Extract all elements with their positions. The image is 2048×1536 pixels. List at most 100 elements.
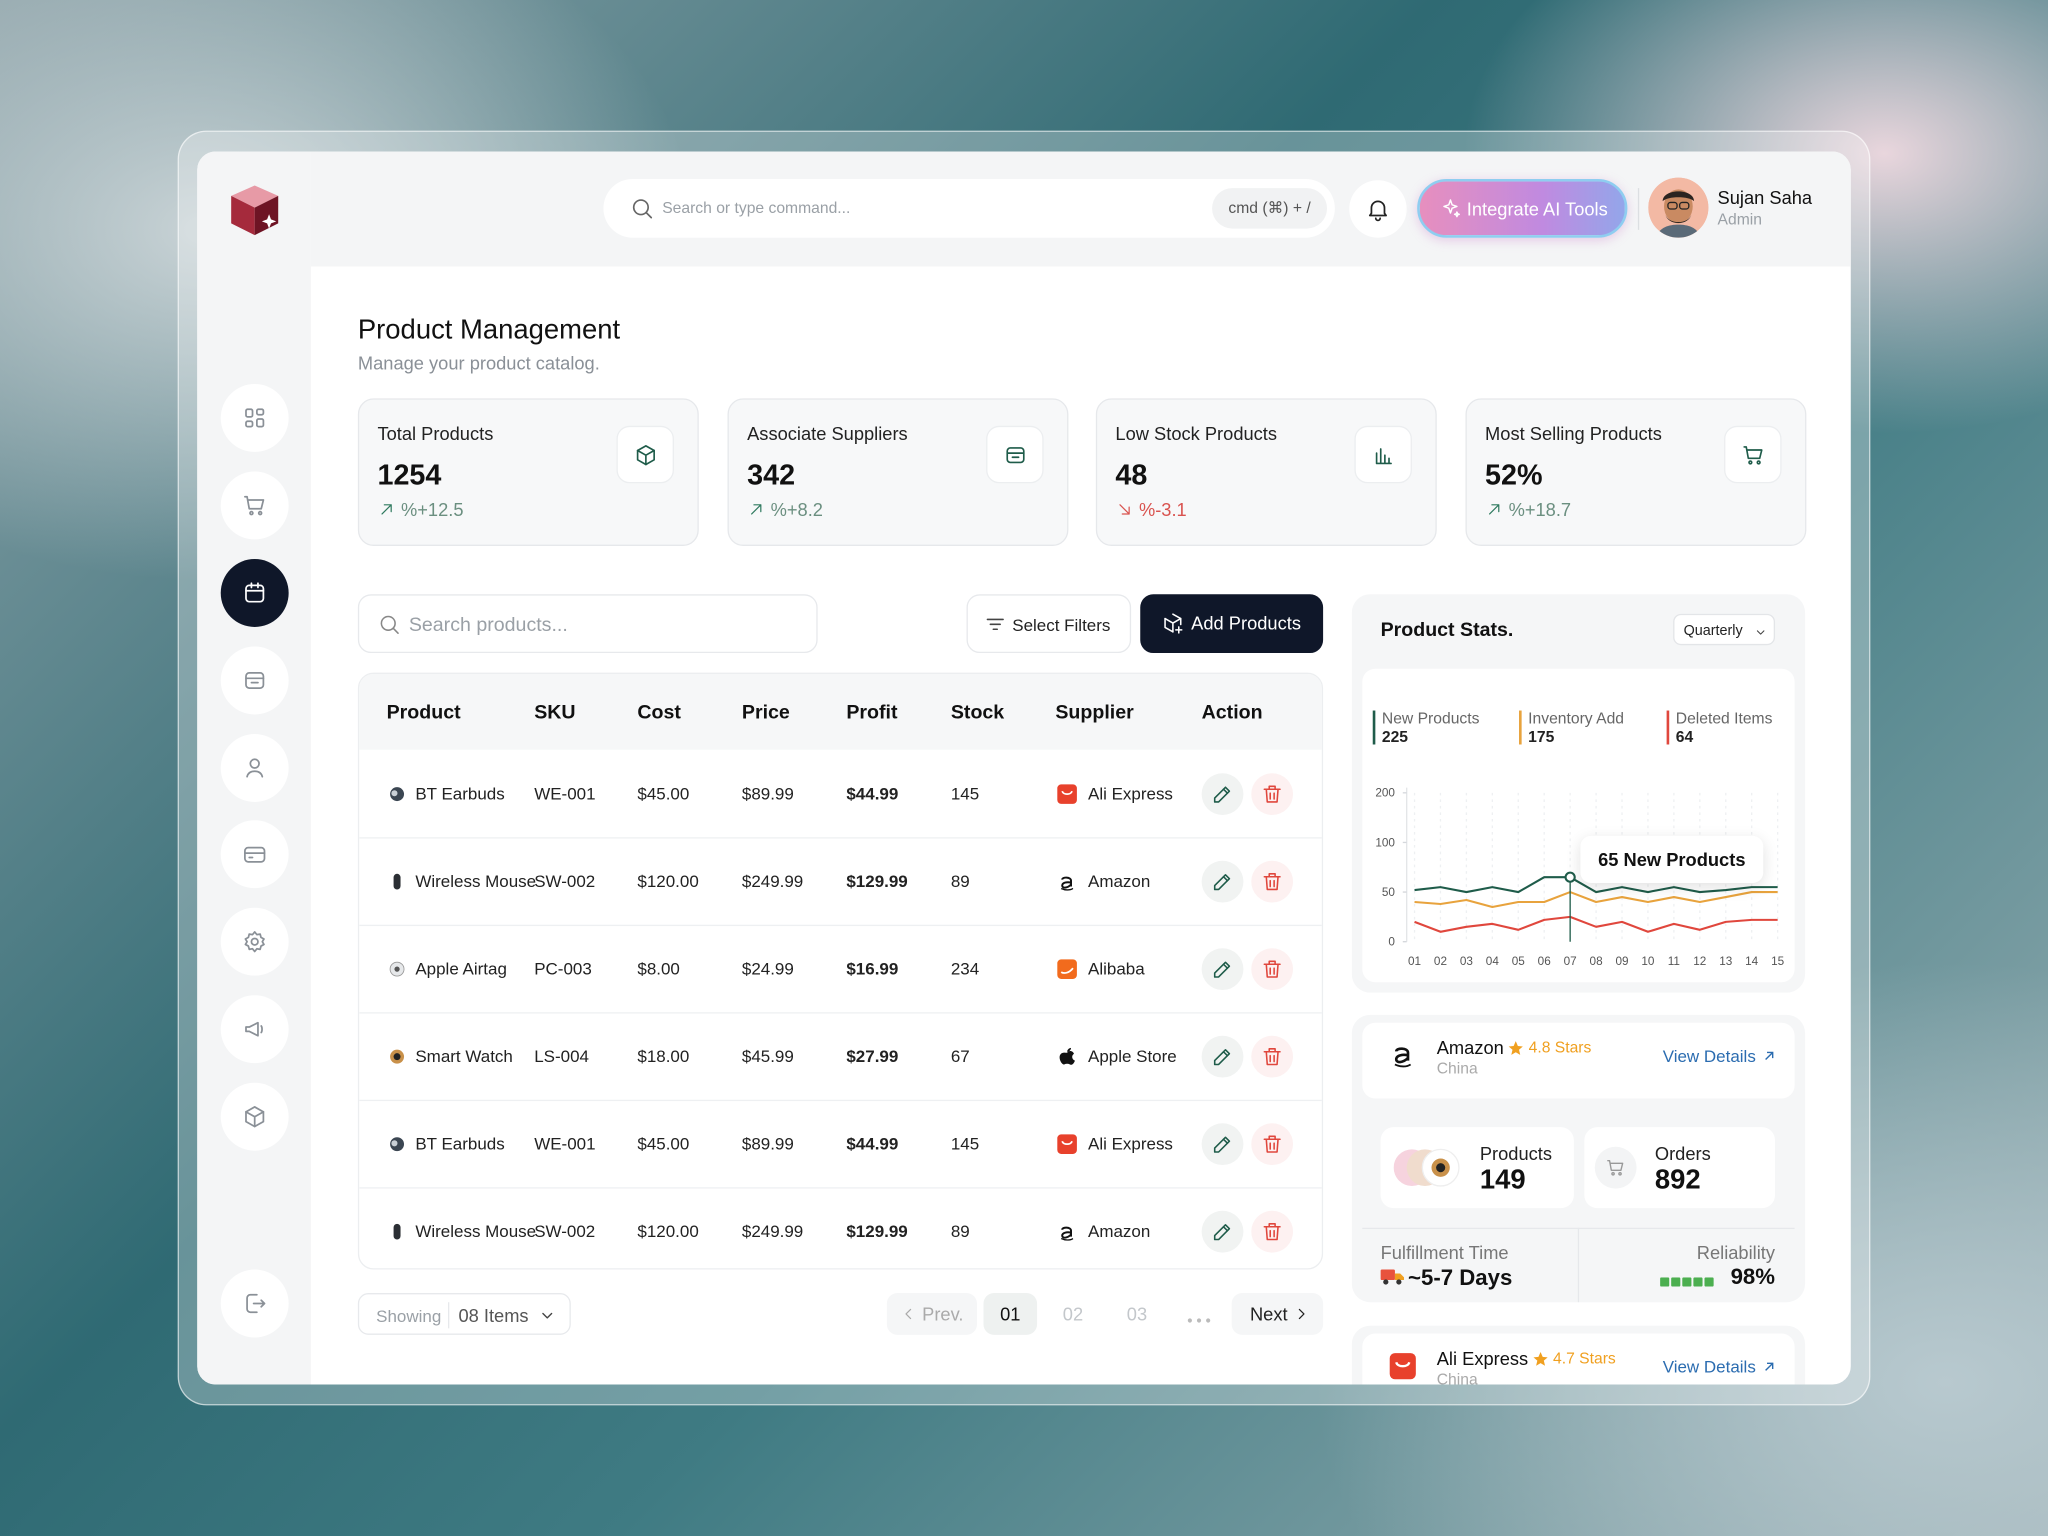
- view-details-label: View Details: [1662, 1357, 1756, 1377]
- search-icon: [630, 196, 655, 221]
- x-tick-label: 15: [1771, 955, 1785, 968]
- cell: $44.99: [846, 783, 899, 804]
- next-button[interactable]: Next: [1231, 1293, 1324, 1335]
- icon-shape: [1743, 446, 1763, 460]
- nav-button[interactable]: [220, 820, 289, 889]
- nav-button[interactable]: [220, 559, 289, 627]
- shortcut-pill: cmd (⌘) + /: [1212, 188, 1328, 229]
- add-label: Add Products: [1191, 612, 1301, 634]
- icon: [245, 408, 265, 428]
- delete-button[interactable]: [1251, 860, 1294, 902]
- add-icon: [1161, 611, 1185, 635]
- icon: [751, 504, 762, 515]
- icon: [1765, 1362, 1774, 1371]
- delete-button[interactable]: [1251, 772, 1294, 815]
- icon-shape: [261, 214, 277, 229]
- edit-button[interactable]: [1201, 1210, 1244, 1252]
- nav-button[interactable]: [220, 646, 289, 715]
- y-tick-label: 50: [1382, 886, 1396, 899]
- icon-shape: [244, 931, 265, 953]
- cell: SW-002: [534, 1221, 596, 1241]
- icon: [1660, 1277, 1714, 1287]
- nav-button[interactable]: [220, 734, 289, 802]
- edit-button[interactable]: [1201, 1035, 1244, 1077]
- legend-total: 225: [1381, 727, 1409, 746]
- icon: [1765, 1051, 1774, 1061]
- page-button[interactable]: 01: [983, 1293, 1038, 1335]
- edit-icon: [1211, 1044, 1235, 1068]
- view-details-link[interactable]: View Details: [1663, 1357, 1778, 1377]
- icon-shape: [1395, 1361, 1411, 1368]
- row-divider: [359, 837, 1322, 839]
- product-icon: [387, 1133, 408, 1154]
- kpi-change: %-3.1: [1138, 498, 1187, 520]
- edit-button[interactable]: [1201, 1122, 1244, 1165]
- nav-button[interactable]: [220, 907, 289, 976]
- add-button[interactable]: Add Products: [1140, 594, 1324, 654]
- delete-button[interactable]: [1251, 1122, 1294, 1165]
- icon-shape: [1443, 199, 1458, 214]
- icon-shape: [1611, 1171, 1615, 1176]
- supplier-name: Alibaba: [1087, 958, 1145, 979]
- delete-button[interactable]: [1251, 1035, 1294, 1077]
- nav-button[interactable]: [220, 1082, 289, 1151]
- icon-shape: [1453, 211, 1460, 218]
- page-button[interactable]: 02: [1046, 1293, 1100, 1335]
- product-name: Wireless Mouse: [415, 1221, 537, 1241]
- supplier-logo: [1055, 869, 1079, 893]
- nav-button[interactable]: [220, 471, 289, 540]
- product-search[interactable]: Search products...: [357, 594, 818, 654]
- page-number: 03: [1126, 1303, 1148, 1325]
- nav-button[interactable]: [220, 383, 289, 452]
- icon-shape: [1765, 1051, 1774, 1061]
- edit-button[interactable]: [1201, 860, 1244, 902]
- icon: [393, 1223, 401, 1239]
- delete-button[interactable]: [1251, 947, 1294, 990]
- icon-shape: [252, 1299, 266, 1308]
- filter-button[interactable]: Select Filters: [966, 594, 1132, 654]
- trend-arrow: [1115, 500, 1133, 518]
- y-tick-label: 200: [1375, 787, 1395, 800]
- metric-box: Products 149: [1380, 1127, 1574, 1209]
- icon-shape: [1607, 1160, 1624, 1171]
- period-label: Quarterly: [1683, 622, 1743, 639]
- delete-button[interactable]: [1251, 1210, 1294, 1252]
- cell: $45.00: [637, 783, 690, 804]
- view-details-link[interactable]: View Details: [1663, 1046, 1778, 1066]
- prev-button[interactable]: Prev.: [886, 1293, 977, 1335]
- page-button[interactable]: 03: [1110, 1293, 1164, 1335]
- supplier-rating: 4.8 Stars: [1528, 1038, 1592, 1057]
- product-icon: [387, 1046, 408, 1067]
- logout-button[interactable]: [220, 1269, 289, 1338]
- icon: [986, 618, 1004, 631]
- icon: [381, 504, 392, 515]
- cell: $24.99: [741, 958, 794, 979]
- reliability-value: 98%: [1730, 1263, 1776, 1289]
- period-select[interactable]: Quarterly: [1673, 613, 1776, 646]
- icon-shape: [1663, 189, 1693, 224]
- command-search[interactable]: Search or type command... cmd (⌘) + /: [603, 178, 1335, 238]
- cell: $120.00: [637, 871, 699, 891]
- legend-label: Deleted Items: [1675, 709, 1773, 728]
- icon-shape: [245, 671, 265, 689]
- avatar-stack: [1393, 1147, 1462, 1189]
- icon-shape: [542, 1312, 553, 1319]
- ai-tools-button[interactable]: Integrate AI Tools: [1417, 178, 1628, 238]
- icon: [1119, 504, 1130, 515]
- edit-button[interactable]: [1201, 947, 1244, 990]
- legend-bar: [1372, 710, 1376, 745]
- icon-shape: [1396, 1279, 1402, 1285]
- notification-button[interactable]: [1349, 180, 1407, 238]
- divider: [447, 1302, 450, 1329]
- icon-shape: [1380, 1269, 1395, 1280]
- edit-button[interactable]: [1201, 772, 1244, 815]
- icon-shape: [1213, 873, 1231, 890]
- cell: SW-002: [534, 871, 596, 891]
- page-size-select[interactable]: Showing 08 Items: [357, 1293, 571, 1335]
- supplier-logo: [1055, 1132, 1079, 1156]
- cell: $18.00: [637, 1046, 690, 1066]
- delete-icon: [1260, 957, 1284, 981]
- nav-button[interactable]: [220, 995, 289, 1064]
- icon-shape: [1213, 785, 1231, 803]
- cell: $249.99: [741, 1221, 804, 1241]
